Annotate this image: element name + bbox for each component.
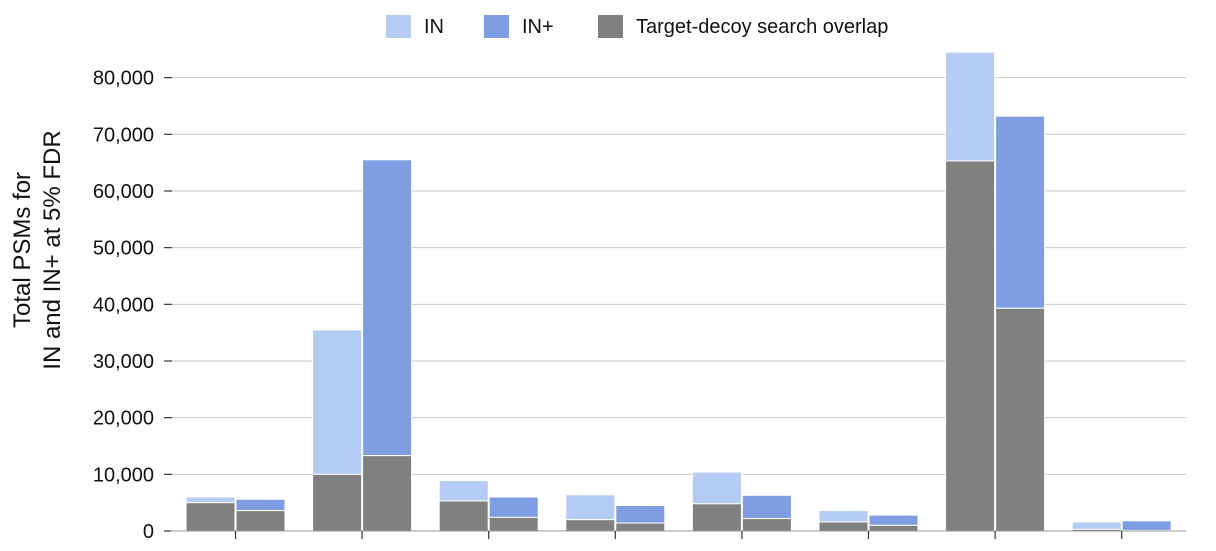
- y-tick-label: 60,000: [93, 181, 154, 203]
- bar-in-overlap: [818, 521, 869, 532]
- bar-in-plus-overlap: [615, 522, 666, 532]
- bar-in-overlap: [185, 502, 236, 532]
- legend-label: IN: [424, 16, 444, 38]
- bar-in-plus-overlap: [362, 455, 413, 532]
- bar-in-overlap: [565, 519, 616, 532]
- bar-in-plus-overlap: [995, 307, 1046, 532]
- bar-in-plus-only: [362, 159, 413, 457]
- bar-in-overlap: [691, 503, 742, 532]
- bar-in-only: [438, 480, 489, 502]
- axes: 0 10,000 20,000 30,000 40,000 50,000 60,000 70,…: [93, 68, 1186, 543]
- axis-titles: Total PSMs for IN and IN+ at 5% FDR: [9, 130, 66, 369]
- bar-in-only: [818, 510, 869, 523]
- legend-swatch: [484, 15, 509, 38]
- legend-label: IN+: [522, 16, 554, 38]
- y-tick-label: 50,000: [93, 238, 154, 260]
- y-axis-title-line: IN and IN+ at 5% FDR: [39, 130, 66, 369]
- bar-in-only: [691, 471, 742, 505]
- y-tick-label: 10,000: [93, 464, 154, 486]
- bar-in-only: [945, 51, 996, 162]
- bar-in-plus-only: [868, 514, 919, 526]
- bar-in-plus-only: [615, 504, 666, 524]
- bar-in-overlap: [945, 160, 996, 532]
- bar-in-plus-only: [235, 498, 286, 512]
- y-tick-label: 20,000: [93, 408, 154, 430]
- y-tick-label: 70,000: [93, 124, 154, 146]
- bar-in-plus-only: [1121, 520, 1172, 531]
- bar-in-plus-overlap: [741, 518, 792, 532]
- legend-swatch: [598, 15, 623, 38]
- bar-in-only: [312, 329, 363, 475]
- y-tick-label: 0: [143, 521, 154, 543]
- bar-in-only: [565, 494, 616, 521]
- legend-label: Target-decoy search overlap: [636, 16, 888, 38]
- bar-in-plus-overlap: [235, 510, 286, 532]
- bar-in-plus-only: [995, 115, 1046, 309]
- y-tick-label: 30,000: [93, 351, 154, 373]
- bar-in-overlap: [438, 500, 489, 532]
- bar-in-only: [185, 496, 236, 504]
- y-axis-title-line: Total PSMs for: [9, 172, 36, 328]
- bar-in-overlap: [312, 473, 363, 532]
- y-tick-label: 40,000: [93, 294, 154, 316]
- bar-in-plus-only: [741, 494, 792, 520]
- bars: [185, 51, 1172, 532]
- bar-in-plus-only: [488, 496, 539, 518]
- bar-in-only: [1071, 521, 1122, 530]
- legend: IN IN+ Target-decoy search overlap: [386, 15, 888, 38]
- bar-in-plus-overlap: [868, 524, 919, 532]
- y-tick-label: 80,000: [93, 68, 154, 90]
- bar-in-plus-overlap: [488, 516, 539, 532]
- legend-swatch: [386, 15, 411, 38]
